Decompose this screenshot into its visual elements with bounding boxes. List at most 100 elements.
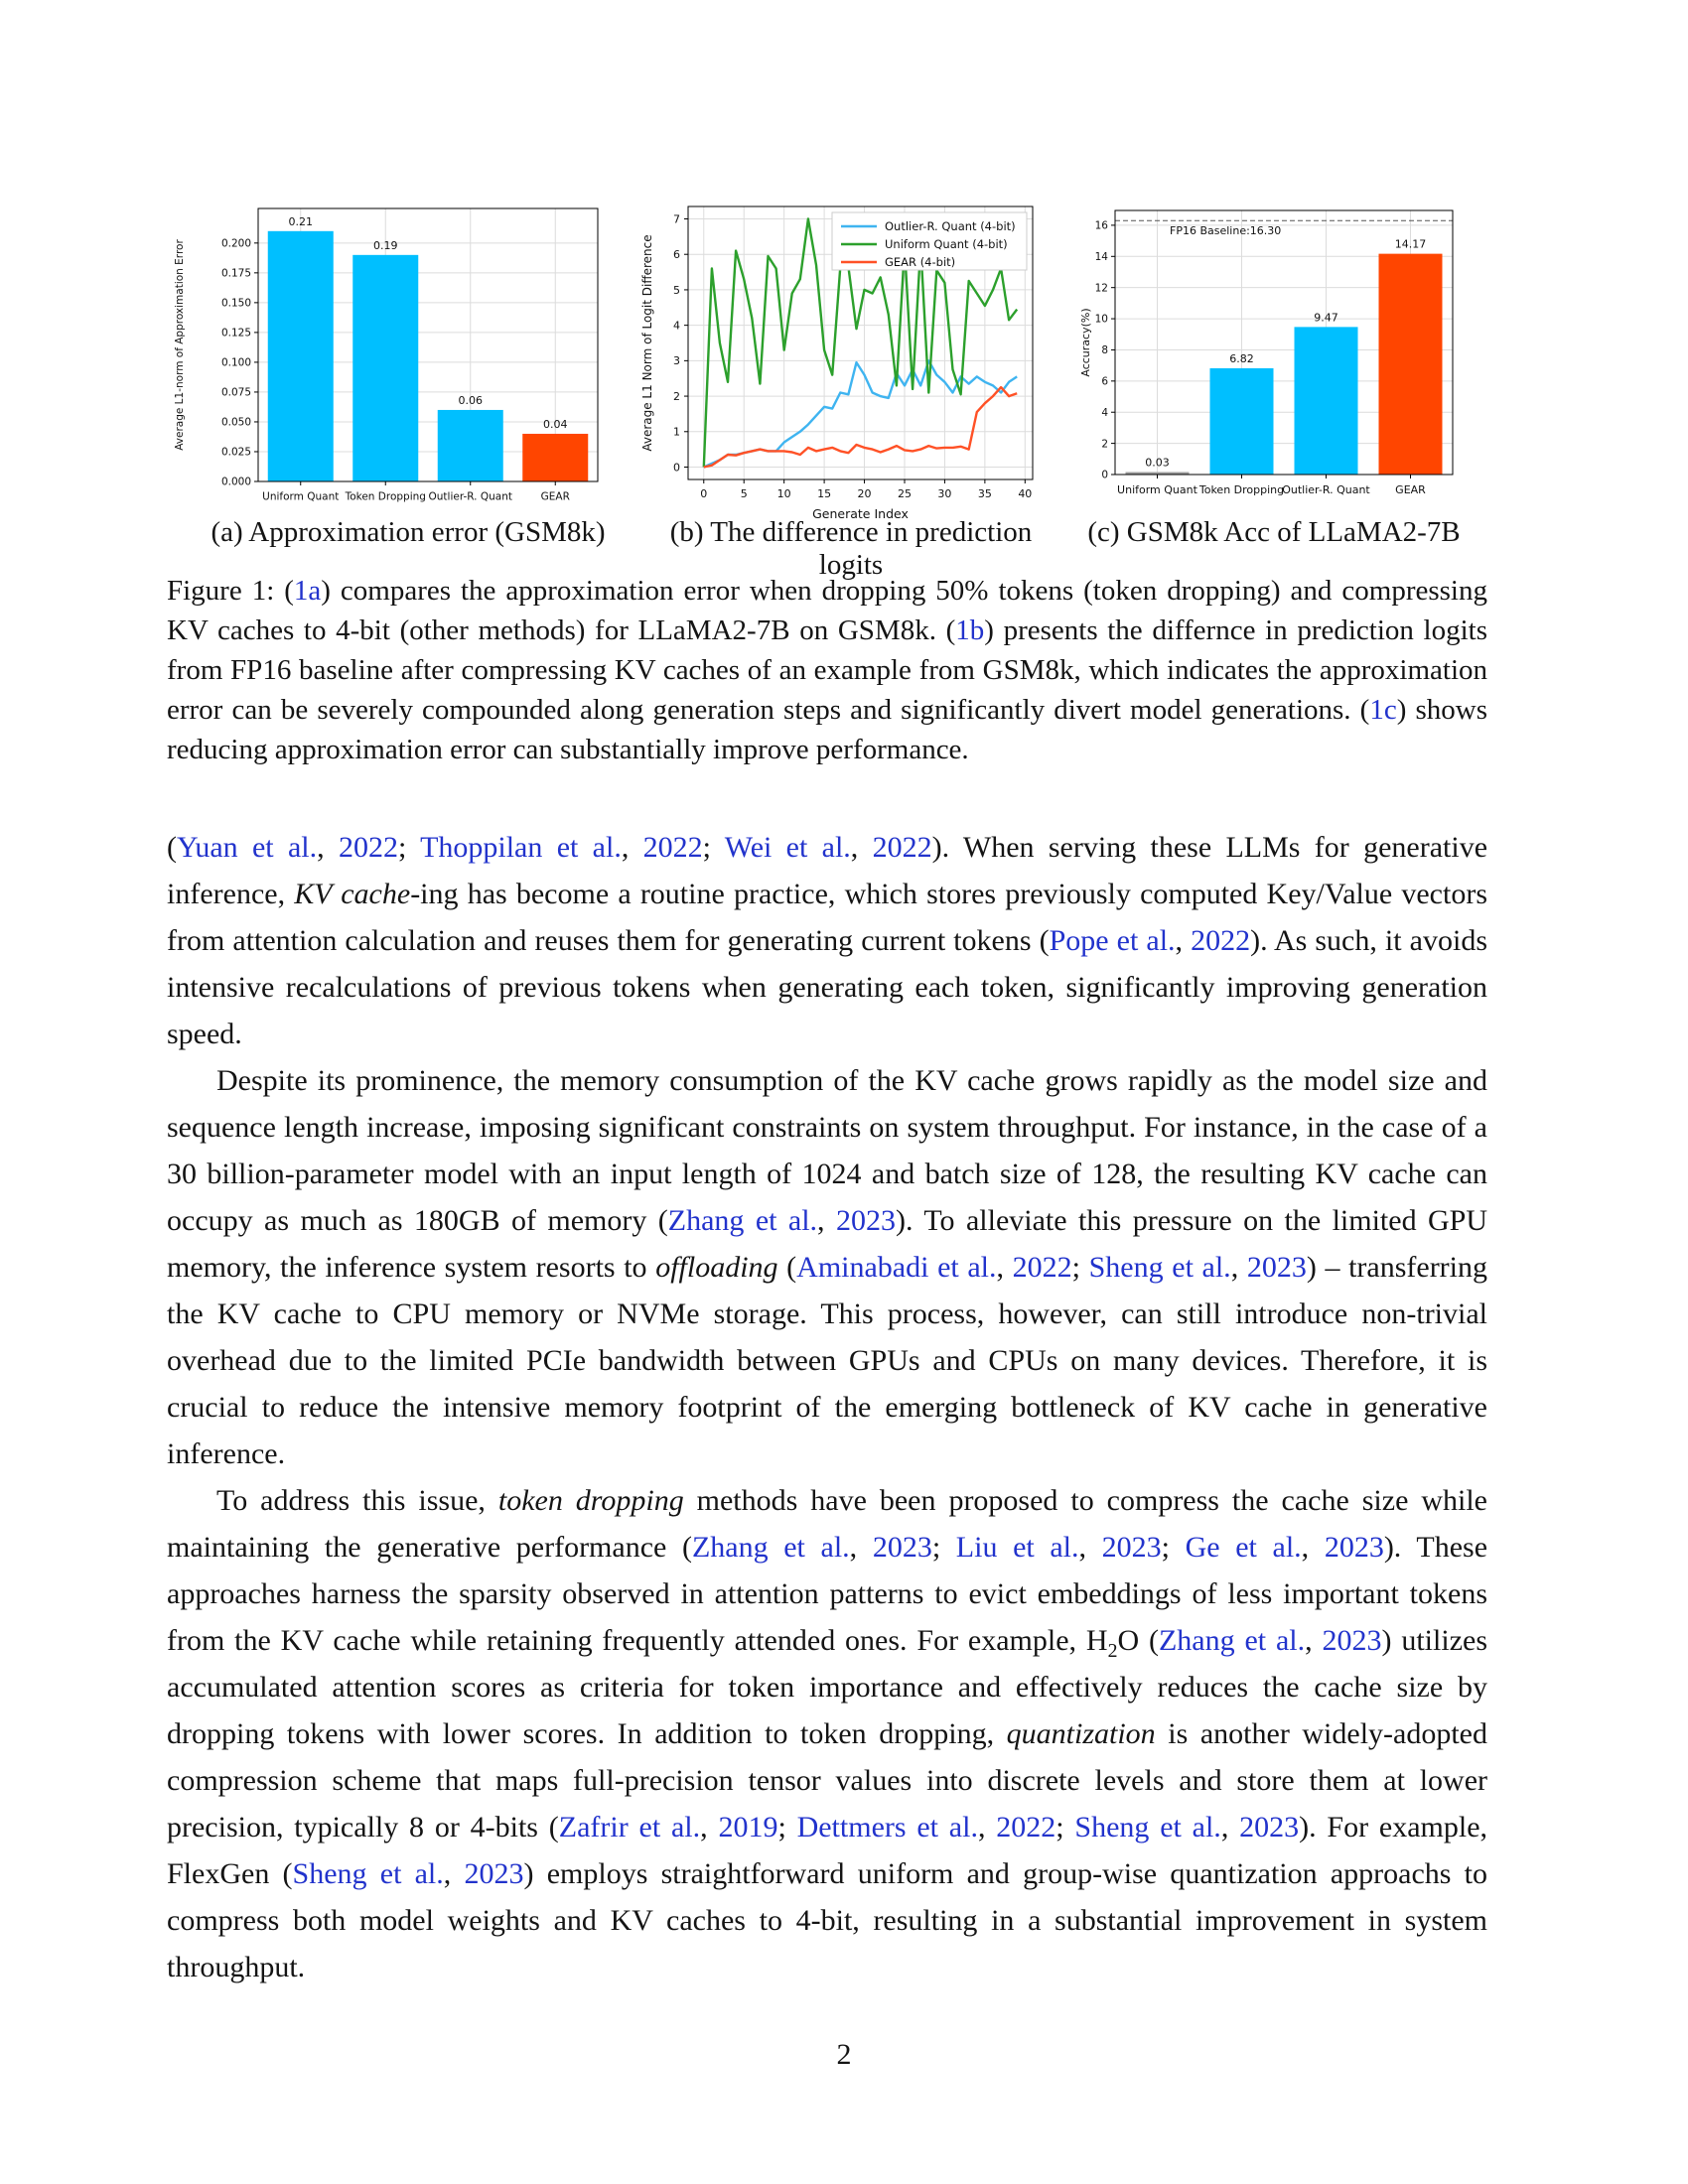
citation-link[interactable]: 2019 bbox=[718, 1811, 778, 1843]
citation-link[interactable]: Sheng et al. bbox=[1088, 1251, 1231, 1284]
svg-text:0.19: 0.19 bbox=[373, 239, 398, 252]
citation-link[interactable]: 2022 bbox=[1012, 1251, 1072, 1284]
citation-link[interactable]: Wei et al. bbox=[724, 831, 851, 864]
citation-link[interactable]: 1a bbox=[293, 575, 322, 607]
svg-text:Outlier-R. Quant: Outlier-R. Quant bbox=[429, 491, 513, 503]
citation-link[interactable]: 2022 bbox=[642, 831, 703, 864]
citation-link[interactable]: 2023 bbox=[1322, 1624, 1382, 1657]
text-span: , bbox=[443, 1857, 465, 1890]
svg-text:Token Dropping: Token Dropping bbox=[345, 491, 426, 503]
citation-link[interactable]: 1b bbox=[955, 614, 985, 646]
text-span: ). As such, it avoids intensive recalcul… bbox=[167, 924, 1487, 1050]
citation-link[interactable]: Zhang et al. bbox=[691, 1531, 850, 1564]
text-span: ; bbox=[397, 831, 421, 864]
text-span: , bbox=[700, 1811, 719, 1843]
text-span: is another widely-adopted compression sc… bbox=[167, 1717, 1487, 1843]
citation-link[interactable]: 2023 bbox=[835, 1204, 896, 1237]
body-paragraph-2: Despite its prominence, the memory consu… bbox=[167, 1057, 1487, 1477]
text-span: ) – transferring the KV cache to CPU mem… bbox=[167, 1251, 1488, 1470]
svg-text:2: 2 bbox=[673, 390, 680, 403]
svg-text:Token Dropping: Token Dropping bbox=[1198, 483, 1284, 496]
text-span: ) employs straightforward uniform and gr… bbox=[167, 1857, 1487, 1983]
text-span: ; bbox=[1071, 1251, 1089, 1284]
citation-link[interactable]: Sheng et al. bbox=[1074, 1811, 1221, 1843]
svg-text:Uniform Quant (4-bit): Uniform Quant (4-bit) bbox=[885, 237, 1008, 251]
svg-text:0.150: 0.150 bbox=[221, 298, 251, 310]
citation-link[interactable]: Zhang et al. bbox=[1158, 1624, 1306, 1657]
text-span: , bbox=[850, 831, 873, 864]
text-span: ) shows reducing approximation error can… bbox=[167, 694, 1487, 765]
chart-approximation-error: 0.21 0.19 0.06 0.04 0.000 0.025 0.050 0.075 0.10… bbox=[174, 207, 599, 503]
page-number: 2 bbox=[836, 2038, 852, 2071]
citation-link[interactable]: 2022 bbox=[872, 831, 932, 864]
text-span: , bbox=[996, 1251, 1013, 1284]
text-span: , bbox=[849, 1531, 873, 1564]
text-span: , bbox=[1078, 1531, 1102, 1564]
citation-link[interactable]: Thoppilan et al. bbox=[420, 831, 622, 864]
citation-link[interactable]: Ge et al. bbox=[1185, 1531, 1302, 1564]
svg-text:GEAR: GEAR bbox=[1395, 483, 1426, 496]
text-span: ; bbox=[1161, 1531, 1186, 1564]
svg-text:0.03: 0.03 bbox=[1145, 457, 1170, 470]
citation-link[interactable]: 2023 bbox=[1101, 1531, 1162, 1564]
citation-link[interactable]: 2023 bbox=[464, 1857, 524, 1890]
text-span: , bbox=[621, 831, 643, 864]
text-span: , bbox=[1301, 1531, 1325, 1564]
text-span: ). These approaches harness the sparsity… bbox=[167, 1531, 1488, 1657]
citation-link[interactable]: 1c bbox=[1369, 694, 1397, 726]
svg-text:0.025: 0.025 bbox=[221, 447, 251, 459]
text-span: ; bbox=[702, 831, 725, 864]
svg-text:Accuracy(%): Accuracy(%) bbox=[1079, 308, 1092, 376]
svg-text:5: 5 bbox=[673, 284, 680, 297]
svg-text:0.04: 0.04 bbox=[543, 418, 568, 431]
citation-link[interactable]: 2023 bbox=[1324, 1531, 1384, 1564]
svg-text:Average L1-norm of Approximati: Average L1-norm of Approximation Error bbox=[174, 239, 186, 451]
text-span: ( bbox=[777, 1251, 797, 1284]
citation-link[interactable]: Zafrir et al. bbox=[558, 1811, 701, 1843]
citation-link[interactable]: Aminabadi et al. bbox=[796, 1251, 997, 1284]
svg-text:Uniform Quant: Uniform Quant bbox=[262, 491, 339, 503]
text-span: Despite its prominence, the memory consu… bbox=[167, 1064, 1487, 1237]
svg-text:0: 0 bbox=[700, 487, 707, 500]
svg-text:0: 0 bbox=[673, 461, 680, 474]
svg-text:Uniform Quant: Uniform Quant bbox=[1117, 483, 1198, 496]
citation-link[interactable]: Sheng et al. bbox=[292, 1857, 444, 1890]
svg-text:4: 4 bbox=[673, 319, 680, 332]
text-span: 2 bbox=[1107, 1640, 1118, 1662]
citation-link[interactable]: Zhang et al. bbox=[667, 1204, 818, 1237]
citation-link[interactable]: Dettmers et al. bbox=[796, 1811, 978, 1843]
svg-text:0.175: 0.175 bbox=[221, 268, 251, 280]
svg-text:40: 40 bbox=[1018, 487, 1032, 500]
citation-link[interactable]: 2022 bbox=[1191, 924, 1251, 957]
svg-text:20: 20 bbox=[858, 487, 872, 500]
svg-text:14: 14 bbox=[1095, 251, 1109, 263]
svg-text:0.06: 0.06 bbox=[459, 394, 484, 407]
text-span: -ing has become a routine practice, whic… bbox=[167, 878, 1487, 957]
svg-text:0.200: 0.200 bbox=[221, 238, 251, 250]
svg-text:6.82: 6.82 bbox=[1229, 352, 1254, 365]
citation-link[interactable]: 2022 bbox=[996, 1811, 1056, 1843]
svg-text:0.100: 0.100 bbox=[221, 357, 251, 369]
citation-link[interactable]: 2023 bbox=[1246, 1251, 1307, 1284]
svg-text:30: 30 bbox=[937, 487, 951, 500]
citation-link[interactable]: 2023 bbox=[872, 1531, 932, 1564]
citation-link[interactable]: 2022 bbox=[338, 831, 398, 864]
figure-caption: Figure 1: (1a) compares the approximatio… bbox=[167, 571, 1487, 769]
text-span: ). For example, FlexGen ( bbox=[167, 1811, 1488, 1890]
body-paragraph-1: (Yuan et al., 2022; Thoppilan et al., 20… bbox=[167, 824, 1487, 1057]
text-span: ). To alleviate this pressure on the lim… bbox=[167, 1204, 1487, 1284]
text-span: ) compares the approximation error when … bbox=[167, 575, 1487, 646]
svg-text:6: 6 bbox=[673, 248, 680, 261]
citation-link[interactable]: Liu et al. bbox=[955, 1531, 1079, 1564]
svg-text:0.075: 0.075 bbox=[221, 387, 251, 399]
citation-link[interactable]: 2023 bbox=[1239, 1811, 1300, 1843]
chart-logit-difference: 0 5 10 15 20 25 30 35 40 0 1 2 3 4 5 6 7 Generate Index Av… bbox=[640, 205, 1034, 521]
citation-link[interactable]: Yuan et al. bbox=[177, 831, 318, 864]
citation-link[interactable]: Pope et al. bbox=[1049, 924, 1176, 957]
text-span: ; bbox=[777, 1811, 797, 1843]
text-span: , bbox=[977, 1811, 997, 1843]
svg-text:8: 8 bbox=[1101, 344, 1108, 356]
text-span: O ( bbox=[1117, 1624, 1159, 1657]
subcaption-b: (b) The difference in prediction logits bbox=[669, 516, 1033, 581]
